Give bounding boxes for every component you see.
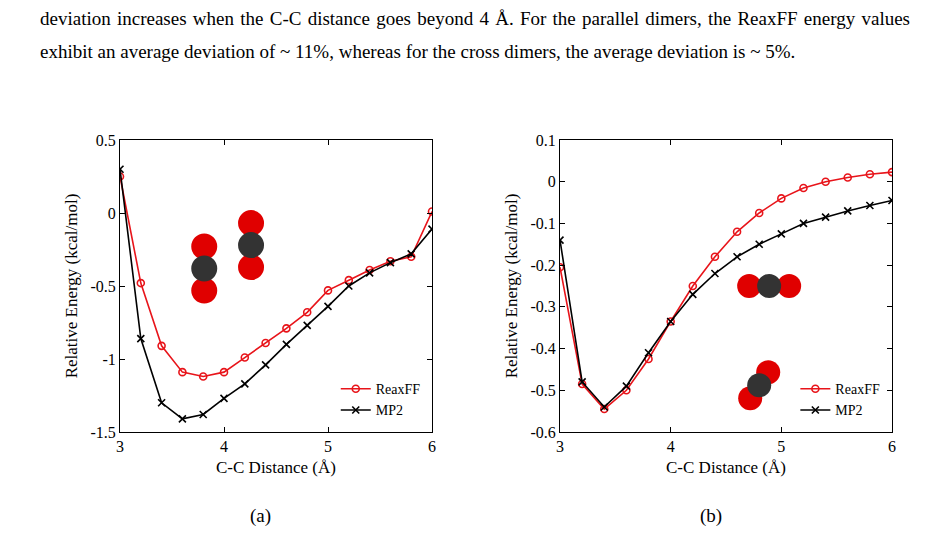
svg-text:4: 4 — [220, 438, 228, 455]
svg-text:-0.5: -0.5 — [90, 278, 115, 295]
svg-text:C-C Distance (Å): C-C Distance (Å) — [216, 458, 336, 477]
svg-text:-0.6: -0.6 — [530, 424, 555, 441]
svg-text:Relative Energy (kcal/mol): Relative Energy (kcal/mol) — [502, 194, 521, 379]
svg-text:Relative Energy (kcal/mol): Relative Energy (kcal/mol) — [62, 194, 81, 379]
html-text:(a): (a) — [250, 505, 272, 526]
svg-text:-1.5: -1.5 — [90, 424, 115, 441]
svg-text:0: 0 — [108, 205, 116, 222]
svg-text:-0.1: -0.1 — [530, 215, 555, 232]
svg-text:-0.5: -0.5 — [530, 382, 555, 399]
svg-text:0: 0 — [548, 173, 556, 190]
svg-text:-0.2: -0.2 — [530, 257, 555, 274]
svg-text:6: 6 — [428, 438, 436, 455]
svg-text:4: 4 — [667, 438, 675, 455]
html-text:(b): (b) — [700, 505, 723, 526]
svg-text:MP2: MP2 — [376, 403, 403, 418]
svg-text:5: 5 — [777, 438, 785, 455]
svg-text:-0.3: -0.3 — [530, 298, 555, 315]
svg-text:MP2: MP2 — [835, 403, 862, 418]
svg-text:5: 5 — [324, 438, 332, 455]
svg-text:0.5: 0.5 — [96, 132, 116, 149]
svg-text:6: 6 — [888, 438, 896, 455]
svg-text:ReaxFF: ReaxFF — [376, 382, 421, 397]
svg-text:3: 3 — [556, 438, 564, 455]
svg-text:ReaxFF: ReaxFF — [835, 382, 880, 397]
svg-text:0.1: 0.1 — [536, 132, 556, 149]
html-text:deviation increases when the C: deviation increases when the C-C distanc… — [40, 8, 910, 62]
svg-text:C-C Distance (Å): C-C Distance (Å) — [666, 458, 786, 477]
svg-text:-0.4: -0.4 — [530, 340, 555, 357]
svg-text:-1: -1 — [102, 351, 115, 368]
svg-text:3: 3 — [116, 438, 124, 455]
